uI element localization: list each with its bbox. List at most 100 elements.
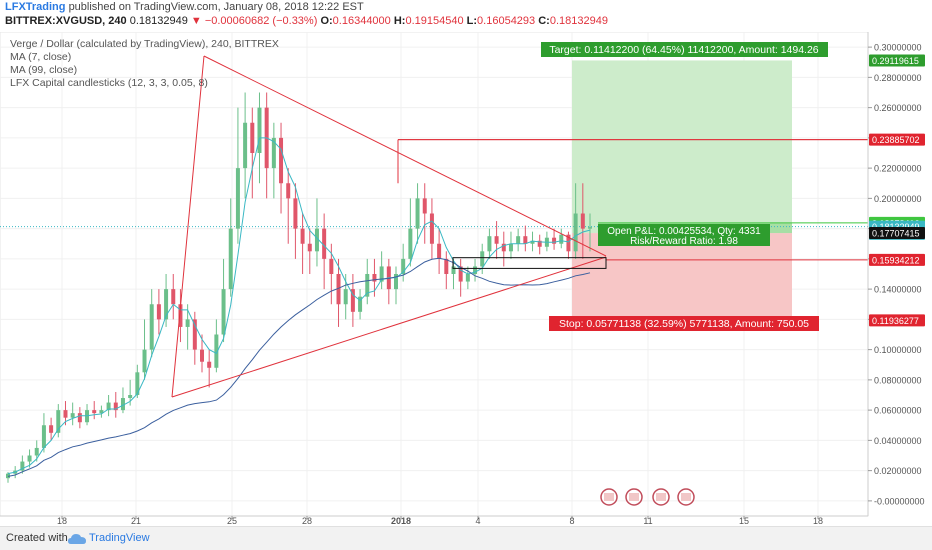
price-marker-box xyxy=(869,54,925,67)
price-tick-label: 0.14000000 xyxy=(874,285,922,295)
price-chart[interactable]: Target: 0.11412200 (64.45%) 11412200, Am… xyxy=(0,32,932,524)
candle-body xyxy=(63,410,68,418)
candle-body xyxy=(573,213,578,252)
legend-title: Verge / Dollar (calculated by TradingVie… xyxy=(10,38,279,50)
low-value: 0.16054293 xyxy=(477,15,536,27)
candle-body xyxy=(178,304,183,327)
candle-body xyxy=(566,234,571,252)
candle-body xyxy=(394,274,398,290)
price-tick-label: 0.22000000 xyxy=(874,164,922,174)
candle-body xyxy=(350,289,355,312)
candle-body xyxy=(34,447,39,456)
open-value: 0.16344000 xyxy=(332,15,391,27)
candle-body xyxy=(408,228,413,259)
time-tick-label: 18 xyxy=(813,516,823,524)
price-marker-label: 0.23885702 xyxy=(872,135,920,145)
candle-body xyxy=(257,107,262,153)
last-price: 0.18132949 xyxy=(129,15,188,27)
candle-body xyxy=(214,334,219,368)
price-tick-label: 0.08000000 xyxy=(874,375,922,385)
candle-body xyxy=(56,410,61,433)
event-flag-icon xyxy=(600,488,618,506)
candle-body xyxy=(293,198,298,229)
chart-legend: Verge / Dollar (calculated by TradingVie… xyxy=(10,38,279,90)
candle-body xyxy=(120,398,125,411)
candle-body xyxy=(106,402,111,411)
ohlc-line: BITTREX:XVGUSD, 240 0.18132949 ▼ −0.0006… xyxy=(5,15,608,27)
price-tick-label: 0.30000000 xyxy=(874,43,922,53)
candle-body xyxy=(401,258,406,274)
candle-body xyxy=(559,234,564,244)
open-label: O: xyxy=(320,15,333,27)
candle-body xyxy=(41,425,46,448)
time-tick-label: 15 xyxy=(739,516,749,524)
candle-body xyxy=(70,413,75,418)
legend-ma99: MA (99, close) xyxy=(10,64,78,76)
time-tick-label: 21 xyxy=(131,516,141,524)
stop-label-group: Stop: 0.05771138 (32.59%) 5771138, Amoun… xyxy=(549,316,819,331)
price-marker-box xyxy=(869,314,925,327)
candle-body xyxy=(501,243,506,252)
candle-body xyxy=(494,236,499,244)
price-marker-box xyxy=(869,253,925,266)
candle-body xyxy=(113,402,118,411)
candle-body xyxy=(20,461,25,471)
candle-body xyxy=(49,425,54,433)
candle-body xyxy=(523,236,528,244)
rr-label: Risk/Reward Ratio: 1.98 xyxy=(630,236,738,247)
candle-body xyxy=(458,266,463,282)
event-flag-body xyxy=(604,493,614,501)
candle-body xyxy=(473,266,478,274)
candle-body xyxy=(128,395,133,399)
stop-label-box xyxy=(549,316,819,331)
candle-body xyxy=(365,274,370,297)
target-label-box xyxy=(541,42,828,57)
candle-body xyxy=(451,266,456,274)
ma-fast-line xyxy=(7,137,591,475)
candle-body xyxy=(343,289,348,305)
candle-body xyxy=(142,349,147,373)
target-label-group: Target: 0.11412200 (64.45%) 11412200, Am… xyxy=(541,42,828,57)
legend-ma7: MA (7, close) xyxy=(10,51,72,63)
symbol-label: BITTREX:XVGUSD, 240 xyxy=(5,15,127,27)
price-marker-box xyxy=(869,133,925,146)
candle-body xyxy=(429,213,434,244)
target-label: Target: 0.11412200 (64.45%) 11412200, Am… xyxy=(549,44,818,56)
candle-body xyxy=(250,122,255,153)
candle-body xyxy=(99,410,104,414)
low-label: L: xyxy=(466,15,478,27)
price-marker: 0.15934212 xyxy=(869,253,925,266)
price-marker-box xyxy=(869,227,925,240)
event-flag-icon xyxy=(677,488,695,506)
price-marker: 0.17707415 xyxy=(869,227,925,240)
candle-body xyxy=(372,274,377,282)
candle-body xyxy=(580,213,585,229)
candle-body xyxy=(552,237,557,244)
tradingview-brand[interactable]: TradingView xyxy=(89,532,150,544)
candle-body xyxy=(164,289,169,320)
price-marker-label: 0.11936277 xyxy=(872,316,919,326)
price-tick-label: 0.20000000 xyxy=(874,194,922,204)
event-flag-body xyxy=(681,493,691,501)
candle-body xyxy=(279,137,284,184)
candle-body xyxy=(207,361,212,368)
chart-header: LFXTrading published on TradingView.com,… xyxy=(0,0,932,28)
candle-body xyxy=(508,243,513,252)
candle-body xyxy=(200,349,204,362)
price-tick-label: -0.00000000 xyxy=(874,496,925,506)
legend-lfx: LFX Capital candlesticks (12, 3, 3, 0.05… xyxy=(10,77,208,89)
stop-zone xyxy=(572,233,792,321)
candle-body xyxy=(221,289,226,335)
publisher-link[interactable]: LFXTrading xyxy=(5,1,66,13)
time-tick-label: 8 xyxy=(569,516,574,524)
publish-line: LFXTrading published on TradingView.com,… xyxy=(5,1,364,13)
close-label: C: xyxy=(538,15,550,27)
candle-body xyxy=(300,228,305,244)
candle-body xyxy=(322,228,327,259)
candle-body xyxy=(358,296,363,312)
price-change: ▼ −0.00060682 (−0.33%) xyxy=(190,15,318,27)
candle-body xyxy=(27,455,32,462)
candle-body xyxy=(487,236,492,252)
candle-body xyxy=(480,251,485,267)
price-tick-label: 0.06000000 xyxy=(874,406,922,416)
